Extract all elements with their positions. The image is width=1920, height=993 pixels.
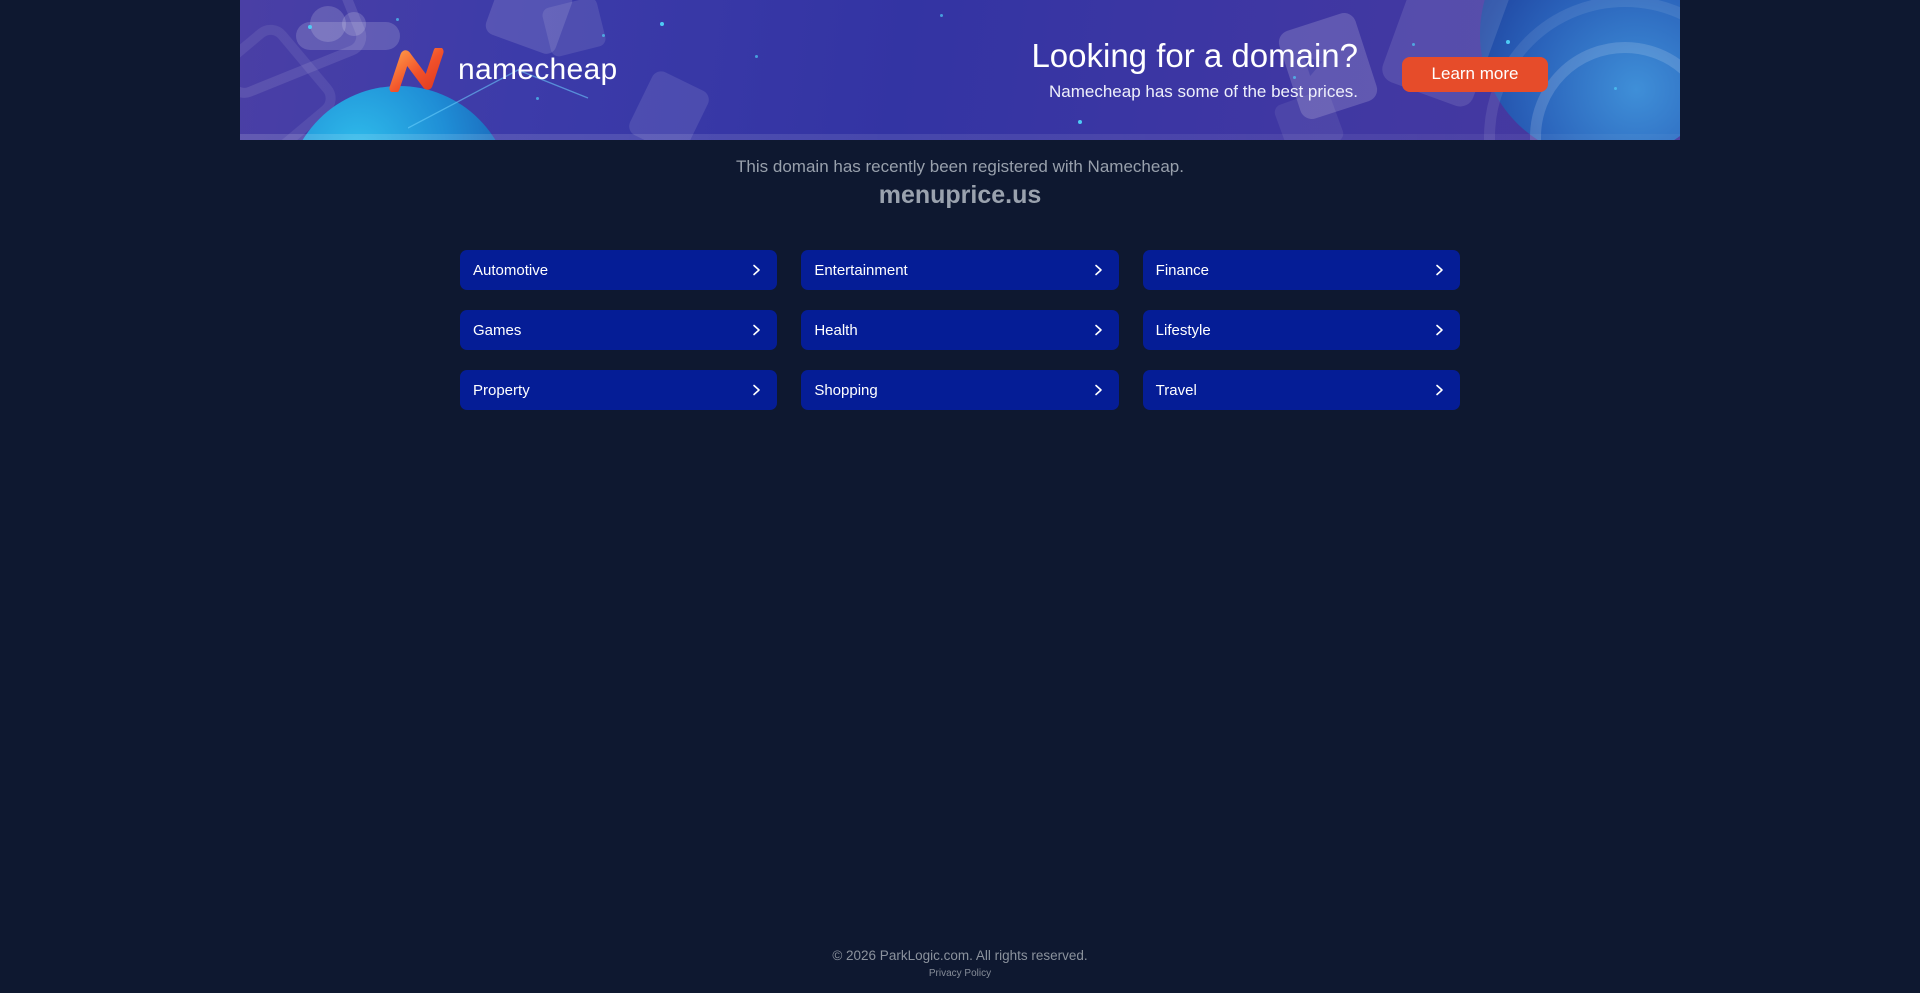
- registration-notice-text: This domain has recently been registered…: [736, 157, 1184, 176]
- chevron-right-icon: [1436, 384, 1443, 396]
- chevron-right-icon: [1436, 324, 1443, 336]
- banner-subheadline: Namecheap has some of the best prices.: [1049, 82, 1358, 102]
- category-tile-shopping[interactable]: Shopping: [801, 370, 1119, 410]
- category-label: Health: [814, 321, 858, 339]
- category-tile-lifestyle[interactable]: Lifestyle: [1142, 310, 1460, 350]
- chevron-right-icon: [1094, 324, 1102, 336]
- footer: © 2026 ParkLogic.com. All rights reserve…: [0, 948, 1920, 993]
- decorative-dot: [660, 22, 664, 26]
- category-label: Lifestyle: [1155, 321, 1211, 339]
- decorative-dot: [536, 97, 539, 100]
- domain-name: menuprice.us: [878, 181, 1042, 209]
- category-tile-automotive[interactable]: Automotive: [460, 250, 778, 290]
- decorative-dot: [940, 14, 943, 17]
- copyright-text: © 2026 ParkLogic.com. All rights reserve…: [832, 948, 1088, 963]
- registration-notice: This domain has recently been registered…: [0, 157, 1920, 210]
- category-label: Finance: [1155, 261, 1210, 279]
- category-tile-property[interactable]: Property: [460, 370, 778, 410]
- namecheap-n-icon: [389, 48, 444, 92]
- chevron-right-icon: [1436, 264, 1443, 276]
- category-tile-finance[interactable]: Finance: [1142, 250, 1460, 290]
- decorative-line: [408, 69, 589, 129]
- category-label: Property: [473, 381, 530, 399]
- banner-content: namecheap Looking for a domain? Namechea…: [240, 0, 1680, 140]
- decorative-dot: [1506, 40, 1510, 44]
- category-label: Travel: [1155, 381, 1197, 399]
- decorative-dot: [755, 55, 758, 58]
- decorative-dot: [1614, 87, 1617, 90]
- learn-more-button[interactable]: Learn more: [1402, 56, 1548, 92]
- chevron-right-icon: [753, 384, 761, 396]
- decorative-dot: [602, 34, 605, 37]
- chevron-right-icon: [753, 264, 761, 276]
- category-tile-entertainment[interactable]: Entertainment: [801, 250, 1119, 290]
- category-label: Automotive: [473, 261, 549, 279]
- banner-bottom-band: [240, 134, 1680, 140]
- decorative-dot: [396, 18, 399, 21]
- category-tile-games[interactable]: Games: [460, 310, 778, 350]
- category-tile-travel[interactable]: Travel: [1142, 370, 1460, 410]
- category-label: Shopping: [814, 381, 878, 399]
- namecheap-wordmark: namecheap: [458, 53, 618, 86]
- category-tile-health[interactable]: Health: [801, 310, 1119, 350]
- chevron-right-icon: [1094, 384, 1102, 396]
- chevron-right-icon: [753, 324, 761, 336]
- chevron-right-icon: [1094, 264, 1102, 276]
- category-label: Games: [473, 321, 522, 339]
- category-label: Entertainment: [814, 261, 908, 279]
- cloud-shape: [296, 6, 400, 50]
- banner-headline: Looking for a domain?: [1031, 36, 1358, 74]
- category-grid: Automotive Entertainment Finance Games H…: [460, 250, 1460, 410]
- privacy-policy-link[interactable]: Privacy Policy: [928, 968, 992, 979]
- decorative-dot: [308, 25, 312, 29]
- decorative-dot: [1293, 76, 1296, 79]
- banner-promo-text: Looking for a domain? Namecheap has some…: [1031, 36, 1358, 102]
- namecheap-ad-banner[interactable]: namecheap Looking for a domain? Namechea…: [240, 0, 1680, 140]
- decorative-dot: [1412, 43, 1415, 46]
- decorative-dot: [1078, 120, 1082, 124]
- namecheap-logo[interactable]: namecheap: [388, 48, 617, 92]
